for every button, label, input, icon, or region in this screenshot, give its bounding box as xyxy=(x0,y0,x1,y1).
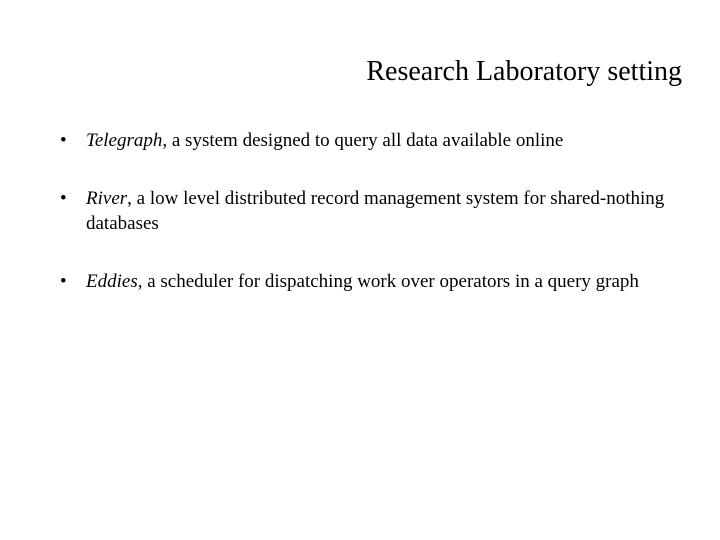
slide: Research Laboratory setting Telegraph, a… xyxy=(0,0,720,540)
term: River xyxy=(86,188,127,209)
slide-title: Research Laboratory setting xyxy=(0,56,682,88)
list-item: River, a low level distributed record ma… xyxy=(58,186,670,237)
bullet-list: Telegraph, a system designed to query al… xyxy=(58,128,670,327)
term-description: , a low level distributed record managem… xyxy=(86,188,664,235)
term-description: , a system designed to query all data av… xyxy=(162,130,563,151)
list-item: Eddies, a scheduler for dispatching work… xyxy=(58,269,670,295)
term: Eddies xyxy=(86,271,138,292)
term: Telegraph xyxy=(86,130,162,151)
list-item: Telegraph, a system designed to query al… xyxy=(58,128,670,154)
term-description: , a scheduler for dispatching work over … xyxy=(138,271,639,292)
